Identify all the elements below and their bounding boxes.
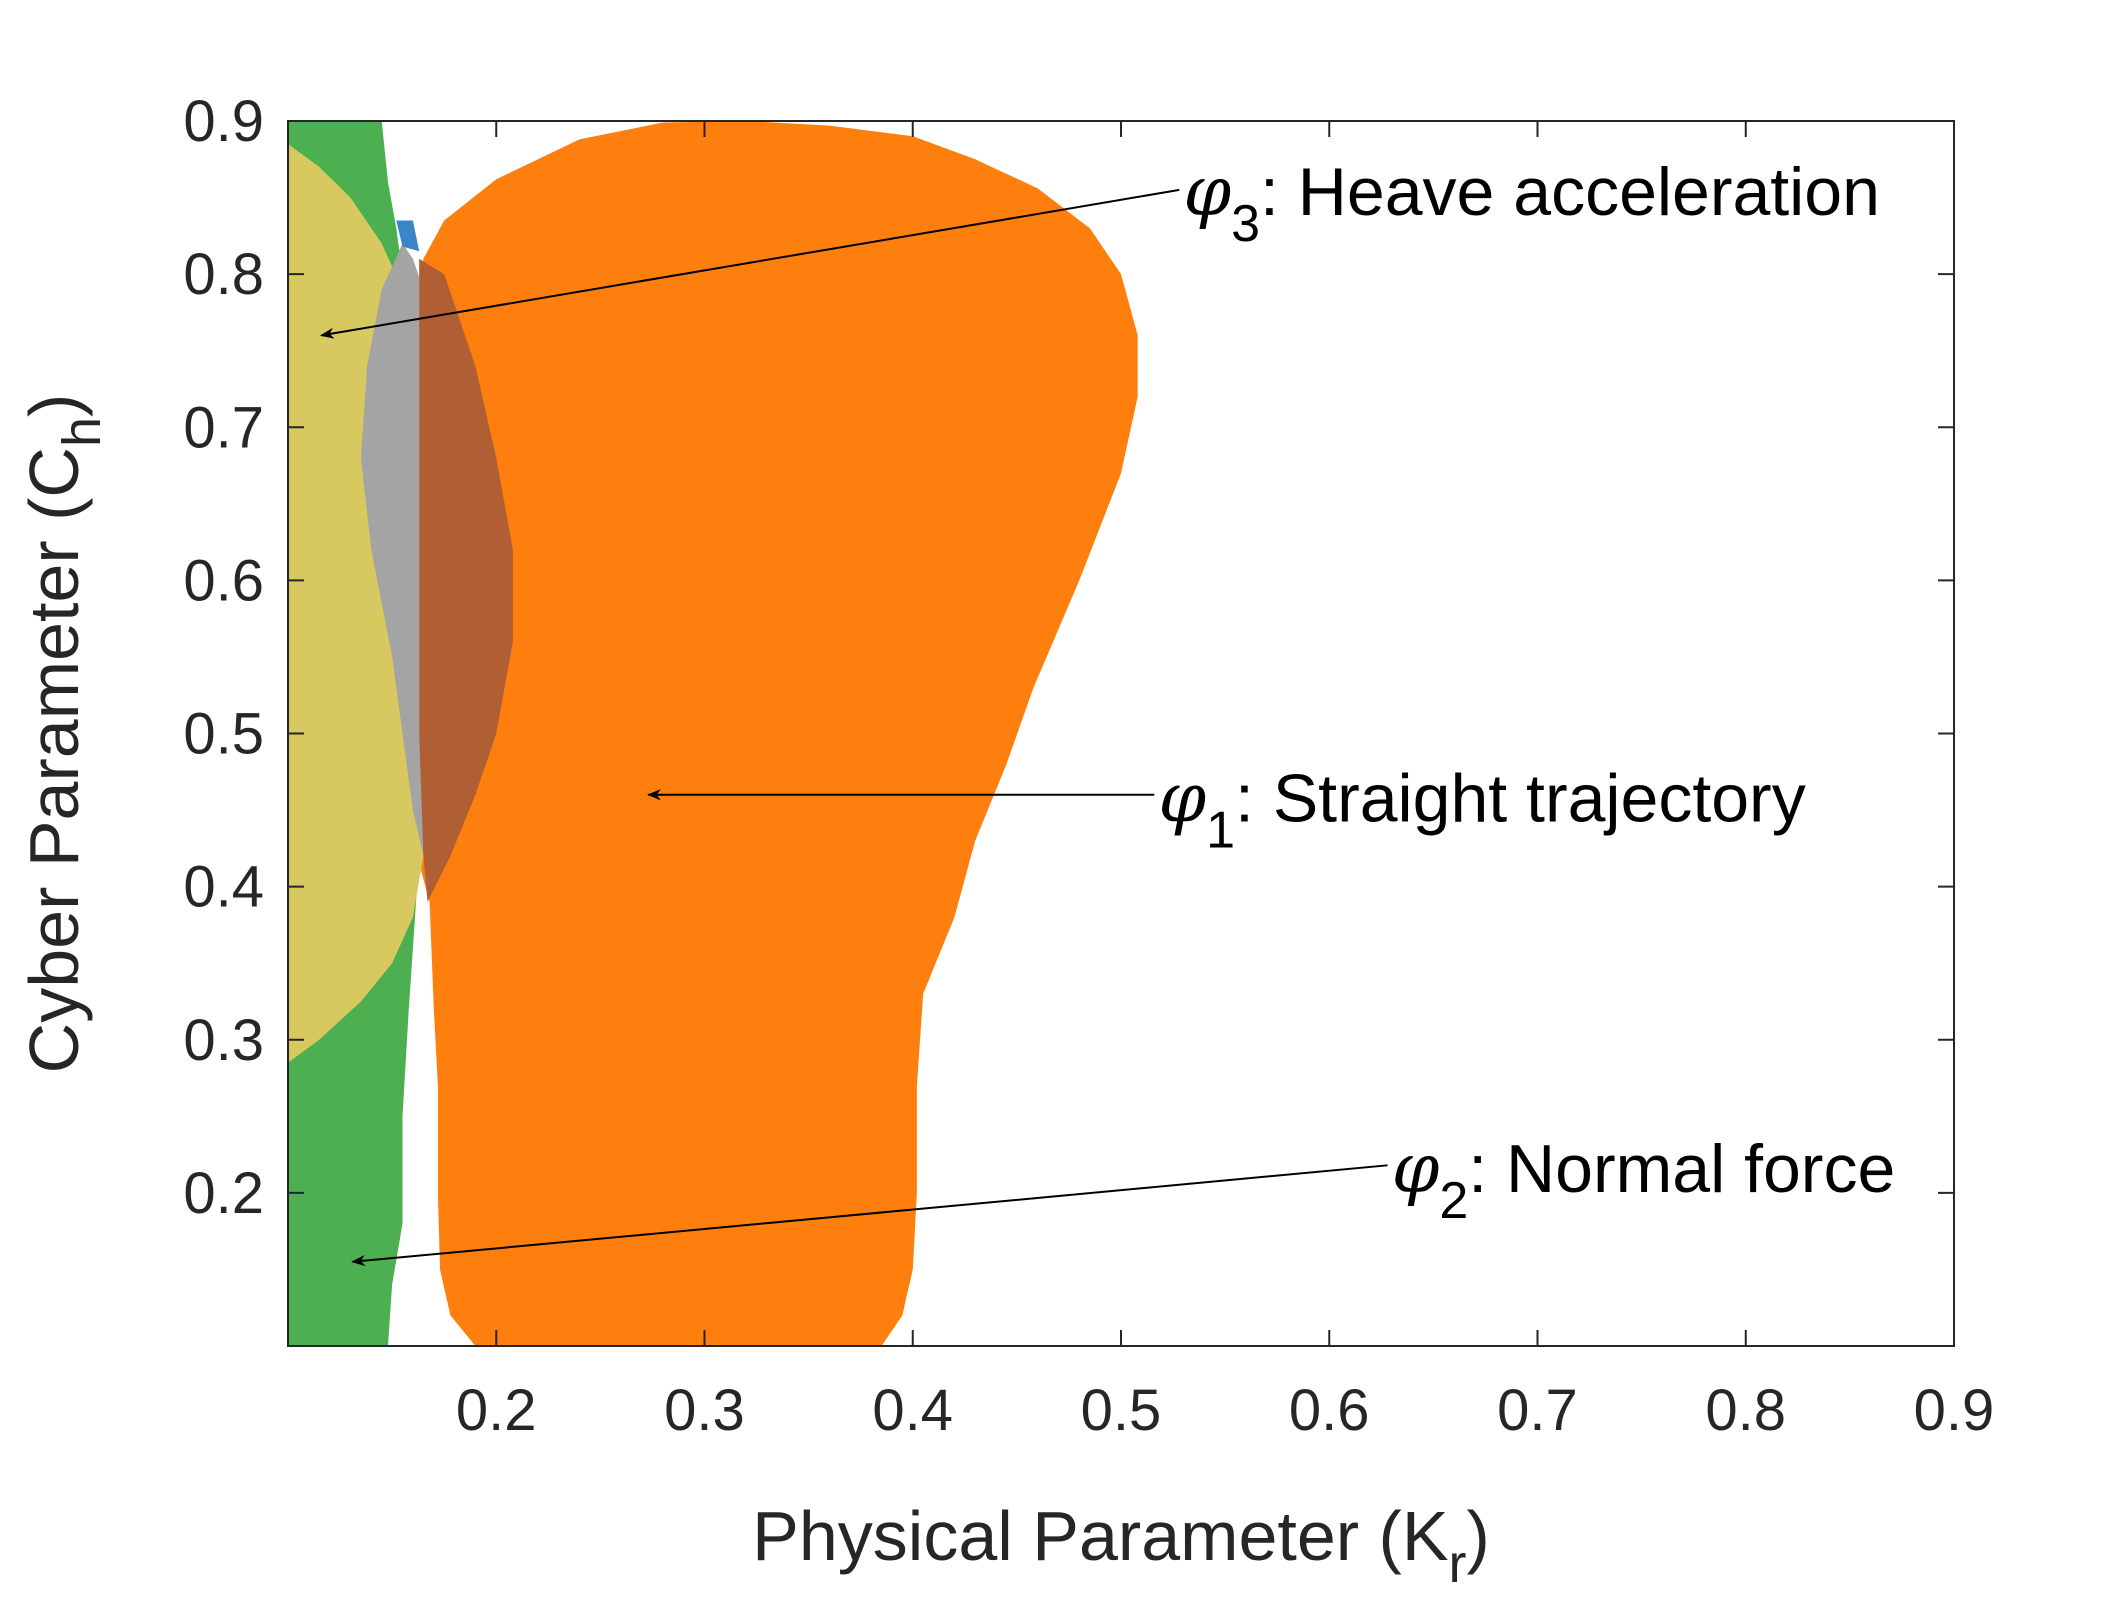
y-tick-label: 0.3 bbox=[183, 1008, 264, 1073]
annotation-subscript: 1 bbox=[1206, 801, 1235, 859]
axes: 0.2 0.3 0.4 0.5 0.6 0.7 0.8 0.9 0.2 0.3 0.4 0.5 0.6 0… bbox=[183, 89, 1994, 1443]
region-overlap_all bbox=[396, 220, 420, 252]
x-axis-label: Physical Parameter (Kr) bbox=[752, 1497, 1490, 1594]
axis-labels: Physical Parameter (Kr) Cyber Parameter (… bbox=[15, 394, 1490, 1594]
x-tick-label: 0.5 bbox=[1081, 1378, 1162, 1443]
region-overlap13 bbox=[419, 258, 513, 902]
y-tick-label: 0.6 bbox=[183, 548, 264, 613]
y-tick-label: 0.9 bbox=[183, 89, 264, 154]
x-tick-label: 0.4 bbox=[872, 1378, 953, 1443]
x-tick-label: 0.8 bbox=[1705, 1378, 1786, 1443]
annotation-phi1: φ1: Straight trajectory bbox=[1158, 759, 1805, 859]
y-tick-label: 0.5 bbox=[183, 702, 264, 767]
annotation-text: : Heave acceleration bbox=[1260, 154, 1880, 230]
x-tick-label: 0.3 bbox=[664, 1378, 745, 1443]
annotation-symbol: φ bbox=[1158, 759, 1206, 838]
annotation-symbol: φ bbox=[1183, 153, 1231, 232]
annotation-text: : Normal force bbox=[1468, 1131, 1895, 1207]
y-tick-label: 0.2 bbox=[183, 1161, 264, 1226]
annotation-subscript: 2 bbox=[1439, 1172, 1468, 1230]
region-phi1 bbox=[417, 121, 1138, 1346]
annotation-phi2: φ2: Normal force bbox=[1392, 1130, 1896, 1230]
feasible-regions bbox=[288, 121, 1138, 1346]
y-tick-label: 0.4 bbox=[183, 855, 264, 920]
y-tick-label: 0.8 bbox=[183, 242, 264, 307]
arrow-phi2 bbox=[351, 1164, 1388, 1267]
y-tick-label: 0.7 bbox=[183, 395, 264, 460]
annotation-symbol: φ bbox=[1392, 1130, 1440, 1209]
y-axis-label: Cyber Parameter (Ch) bbox=[15, 394, 112, 1074]
x-tick-label: 0.7 bbox=[1497, 1378, 1578, 1443]
x-tick-label: 0.9 bbox=[1914, 1378, 1995, 1443]
arrow-phi3 bbox=[319, 188, 1180, 339]
annotation-phi3: φ3: Heave acceleration bbox=[1183, 153, 1879, 253]
region-overlap23 bbox=[360, 243, 428, 856]
annotation-subscript: 3 bbox=[1231, 195, 1260, 253]
x-tick-label: 0.2 bbox=[456, 1378, 537, 1443]
annotation-text: : Straight trajectory bbox=[1235, 760, 1806, 836]
x-tick-label: 0.6 bbox=[1289, 1378, 1370, 1443]
